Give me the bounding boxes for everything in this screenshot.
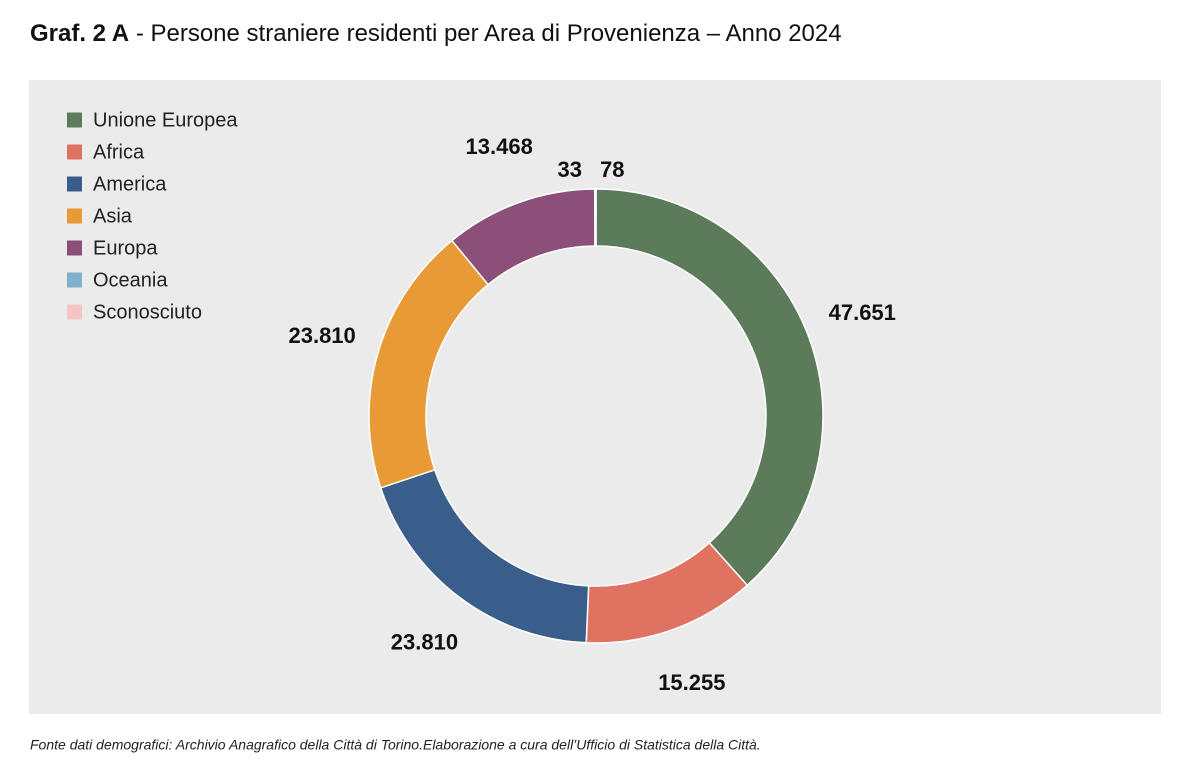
legend-swatch xyxy=(67,272,82,288)
legend-swatch xyxy=(67,112,82,128)
data-label: 78 xyxy=(600,157,624,182)
data-label: 23.810 xyxy=(391,629,458,654)
chart-title: Graf. 2 A - Persone straniere residenti … xyxy=(30,20,842,47)
legend-label: Unione Europea xyxy=(93,109,238,131)
legend-swatch xyxy=(67,176,82,192)
data-label: 13.468 xyxy=(466,134,533,159)
title-prefix: Graf. 2 A xyxy=(30,20,129,47)
legend-label: Oceania xyxy=(93,269,168,291)
donut: 47.651 15.255 23.810 23.810 13.468 33 78 xyxy=(288,134,895,695)
data-label: 15.255 xyxy=(658,670,725,695)
legend-swatch xyxy=(67,144,82,160)
source-note: Fonte dati demografici: Archivio Anagraf… xyxy=(30,737,761,753)
title-text: - Persone straniere residenti per Area d… xyxy=(136,20,842,47)
legend-label: America xyxy=(93,173,167,195)
legend-label: Sconosciuto xyxy=(93,301,202,323)
data-label: 47.651 xyxy=(829,300,896,325)
legend-swatch xyxy=(67,208,82,224)
legend-label: Europa xyxy=(93,237,158,259)
donut-segment xyxy=(595,188,824,587)
legend-label: Africa xyxy=(93,141,145,163)
legend-swatch xyxy=(67,304,82,320)
legend-label: Asia xyxy=(93,205,133,227)
legend-swatch xyxy=(67,240,82,256)
donut-segment xyxy=(594,188,597,247)
data-label: 33 xyxy=(558,157,582,182)
data-label: 23.810 xyxy=(288,323,355,348)
